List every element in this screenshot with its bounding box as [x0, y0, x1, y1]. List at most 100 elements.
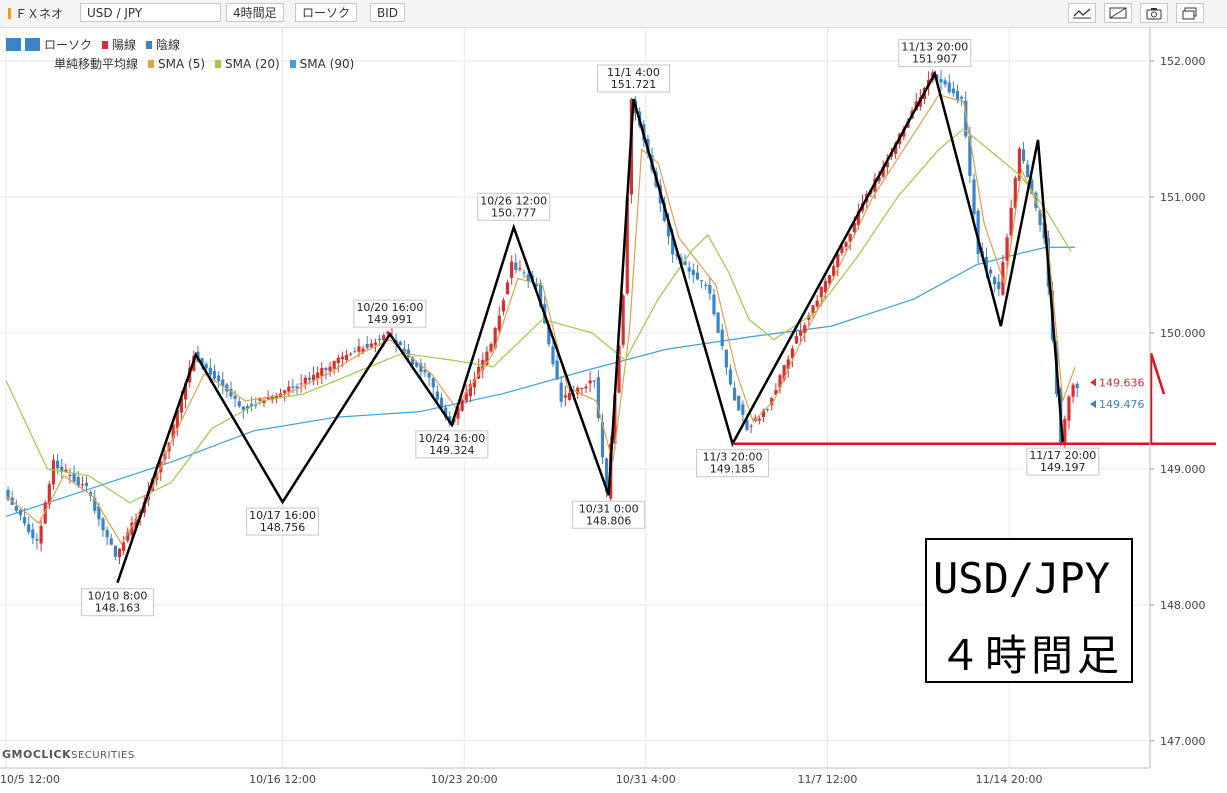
y-tick-label: 150.000	[1160, 327, 1206, 340]
sma20-layer	[5, 128, 1072, 504]
timeframe-selector[interactable]: 4時間足	[226, 3, 284, 22]
candle-body	[423, 369, 427, 373]
pivot-label-time: 11/17 20:00	[1029, 449, 1096, 462]
candle-body	[31, 529, 35, 539]
pivot-label-time: 11/3 20:00	[703, 451, 763, 464]
candle-body	[472, 379, 477, 388]
candle-body	[1071, 384, 1075, 397]
candle-body	[741, 404, 745, 415]
candle-body	[538, 283, 543, 307]
candle-body	[336, 357, 340, 364]
candle-body	[35, 538, 39, 541]
candle-body	[675, 254, 679, 256]
x-tick-label: 10/23 20:00	[431, 773, 498, 786]
candle-body	[1021, 149, 1026, 162]
symbol-selector[interactable]: USD / JPY	[80, 3, 221, 22]
candle-body	[964, 100, 968, 137]
candle-body	[357, 346, 361, 352]
candle-body	[6, 489, 10, 500]
candle-body	[1013, 178, 1017, 208]
candle-body	[60, 466, 64, 472]
sma5-line	[5, 94, 1076, 545]
pivot-label-time: 11/1 4:00	[607, 66, 660, 79]
broker-logo: GMOCLICKSECURITIES	[2, 748, 135, 761]
candle-body	[687, 267, 691, 272]
candle-body	[1038, 210, 1042, 225]
indicator-icon[interactable]	[1068, 3, 1096, 23]
candle-body	[113, 545, 117, 557]
candle-body	[320, 367, 324, 376]
window-icon[interactable]	[1176, 3, 1204, 23]
x-tick-label: 11/7 12:00	[798, 773, 858, 786]
candle-body	[563, 395, 567, 398]
candle-body	[1005, 237, 1009, 261]
pivot-label-box	[1026, 447, 1100, 476]
candle-body	[551, 346, 555, 365]
legend-sma5: SMA (5)	[158, 56, 206, 71]
sma5-swatch	[148, 59, 155, 68]
price-tag-arrow	[1090, 400, 1096, 409]
candle-body	[666, 221, 671, 237]
pivot-label-price: 150.777	[491, 206, 537, 219]
x-tick-label: 10/31 4:00	[616, 773, 676, 786]
candle-body	[27, 524, 31, 533]
candle-body	[229, 389, 233, 397]
candle-body	[68, 475, 72, 477]
candle-body	[848, 234, 852, 242]
legend-sma20: SMA (20)	[225, 56, 280, 71]
candle-body	[766, 409, 770, 411]
candle-body	[605, 458, 609, 493]
candle-body	[832, 266, 836, 276]
candle-body	[505, 282, 510, 295]
candle-body	[947, 82, 951, 93]
sma90-swatch	[289, 59, 296, 68]
up-swatch	[102, 40, 109, 49]
candle-body	[1075, 383, 1079, 389]
candle-body	[316, 372, 320, 378]
candle-body	[303, 377, 307, 384]
candle-body	[580, 387, 584, 389]
candle-body	[295, 386, 299, 389]
candle-body	[464, 392, 468, 401]
candle-body	[778, 375, 782, 388]
x-tick-label: 10/5 12:00	[0, 773, 60, 786]
pivot-label-time: 11/13 20:00	[901, 41, 968, 54]
candle-body	[728, 369, 733, 385]
pivot-label-box	[353, 299, 427, 328]
candle-body	[344, 354, 349, 360]
candle-body	[76, 476, 80, 486]
chevron-right-icon[interactable]	[25, 38, 40, 51]
candle-body	[241, 406, 245, 410]
list-icon[interactable]	[6, 38, 21, 51]
brand-text: ＦＸネオ	[15, 7, 64, 21]
candle-body	[617, 345, 621, 393]
candle-body	[328, 366, 332, 372]
candle-body	[406, 349, 411, 358]
candle-body	[386, 331, 390, 334]
candle-body	[208, 367, 212, 375]
candle-body	[885, 161, 889, 168]
candle-body	[547, 324, 551, 345]
candle-body	[691, 269, 695, 276]
candle-body	[881, 166, 885, 177]
candle-body	[134, 519, 138, 529]
candle-body	[621, 295, 625, 345]
toolbar: ＦＸネオ USD / JPY 4時間足 ローソク BID	[0, 0, 1227, 28]
price-type-selector[interactable]: BID	[370, 3, 406, 22]
pivot-label-price: 149.197	[1040, 461, 1086, 474]
candle-body	[708, 285, 712, 294]
drawing-icon[interactable]	[1104, 3, 1132, 23]
chart-style-selector[interactable]: ローソク	[295, 3, 358, 22]
candle-body	[836, 253, 840, 268]
camera-icon[interactable]	[1140, 3, 1168, 23]
candle-body	[877, 177, 881, 182]
candle-body	[567, 392, 572, 400]
candle-body	[431, 377, 435, 388]
candle-body	[460, 399, 464, 411]
pivot-label-box	[477, 192, 551, 221]
candle-body	[671, 236, 675, 255]
candle-body	[774, 390, 778, 395]
candle-body	[22, 517, 27, 524]
candle-body	[737, 395, 741, 411]
